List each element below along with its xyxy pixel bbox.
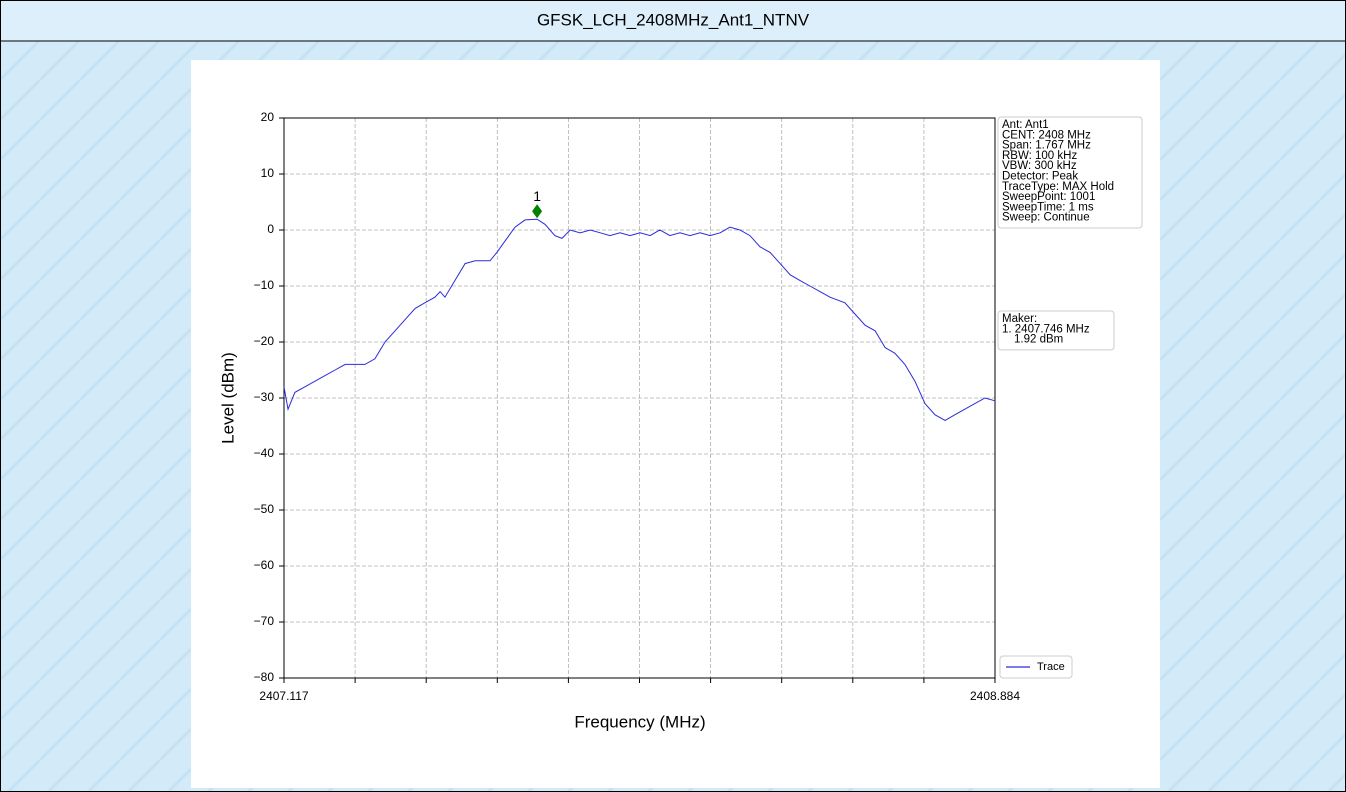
y-tick-label: −70 [254,614,275,628]
x-tick-label: 2408.884 [970,689,1020,703]
legend-label: Trace [1037,661,1065,673]
y-tick-label: 0 [267,222,274,236]
y-tick-label: −40 [254,446,275,460]
info-box-line: Detector: Peak [1002,171,1078,183]
info-box [997,116,1143,229]
info-box-line: CENT: 2408 MHz [1002,129,1091,141]
x-tick-label: 2407.117 [259,689,308,703]
y-tick-label: −20 [254,334,275,348]
marker-box-line: 1.92 dBm [1014,334,1063,346]
header-bar [1,1,1345,41]
peak-marker-label: 1 [533,188,541,204]
info-box-line: Span: 1.767 MHz [1002,140,1091,152]
y-tick-label: −80 [254,670,275,684]
marker-box-line: Maker: [1002,313,1037,325]
legend [999,655,1073,679]
info-box-line: SweepPoint: 1001 [1002,191,1095,203]
info-box-line: TraceType: MAX Hold [1002,181,1114,193]
header-title: GFSK_LCH_2408MHz_Ant1_NTNV [537,10,810,29]
info-box-line: Sweep: Continue [1002,212,1090,224]
y-axis-label: Level (dBm) [218,352,237,444]
info-box-line: VBW: 300 kHz [1002,160,1077,172]
y-tick-label: −10 [254,278,275,292]
axes-frame [283,117,996,679]
y-tick-label: −60 [254,558,275,572]
info-box-line: Ant: Ant1 [1002,119,1049,131]
info-box-line: SweepTime: 1 ms [1002,201,1094,213]
y-tick-label: −50 [254,502,275,516]
marker-box [997,310,1115,351]
info-box-line: RBW: 100 kHz [1002,150,1077,162]
peak-marker [532,204,543,219]
trace-line [283,218,996,421]
marker-box-line: 1. 2407.746 MHz [1002,323,1090,335]
y-tick-label: −30 [254,390,275,404]
y-tick-label: 20 [261,110,275,124]
x-axis-label: Frequency (MHz) [574,712,705,731]
y-tick-label: 10 [261,166,275,180]
